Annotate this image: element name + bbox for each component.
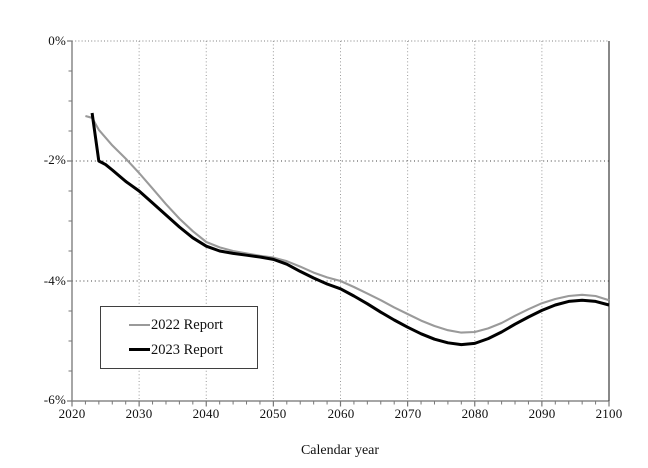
x-tick-label-2050: 2050 xyxy=(259,406,287,421)
legend-item-2022-report: 2022 Report xyxy=(129,318,257,333)
x-tick-label-2060: 2060 xyxy=(327,406,355,421)
x-tick-label-2020: 2020 xyxy=(58,406,86,421)
legend-swatch-2023-report-line xyxy=(129,348,150,352)
series-line-2023-report xyxy=(90,112,610,347)
x-tick-label-2030: 2030 xyxy=(125,406,153,421)
legend-label-2023-report: 2023 Report xyxy=(151,341,224,358)
legend-label-2022-report: 2022 Report xyxy=(151,317,224,333)
x-axis-title: Calendar year xyxy=(300,443,380,458)
x-tick-label-2100: 2100 xyxy=(595,406,623,421)
x-tick-label-2080: 2080 xyxy=(461,406,489,421)
x-tick-label-2090: 2090 xyxy=(528,406,556,421)
y-tick-label-neg2pct: -2% xyxy=(43,152,66,167)
x-tick-label-2070: 2070 xyxy=(394,406,422,421)
y-tick-label-neg6pct: -6% xyxy=(43,392,66,407)
y-tick-label-neg4pct: -4% xyxy=(43,273,66,288)
x-tick-label-2040: 2040 xyxy=(192,406,220,421)
series-line-2022-report xyxy=(85,114,610,334)
y-tick-label-0pct: 0% xyxy=(48,33,66,48)
legend-box: 2022 Report 2023 Report xyxy=(100,306,258,369)
legend-item-2023-report: 2023 Report xyxy=(129,341,257,358)
legend-swatch-2022-report-line xyxy=(129,324,150,327)
